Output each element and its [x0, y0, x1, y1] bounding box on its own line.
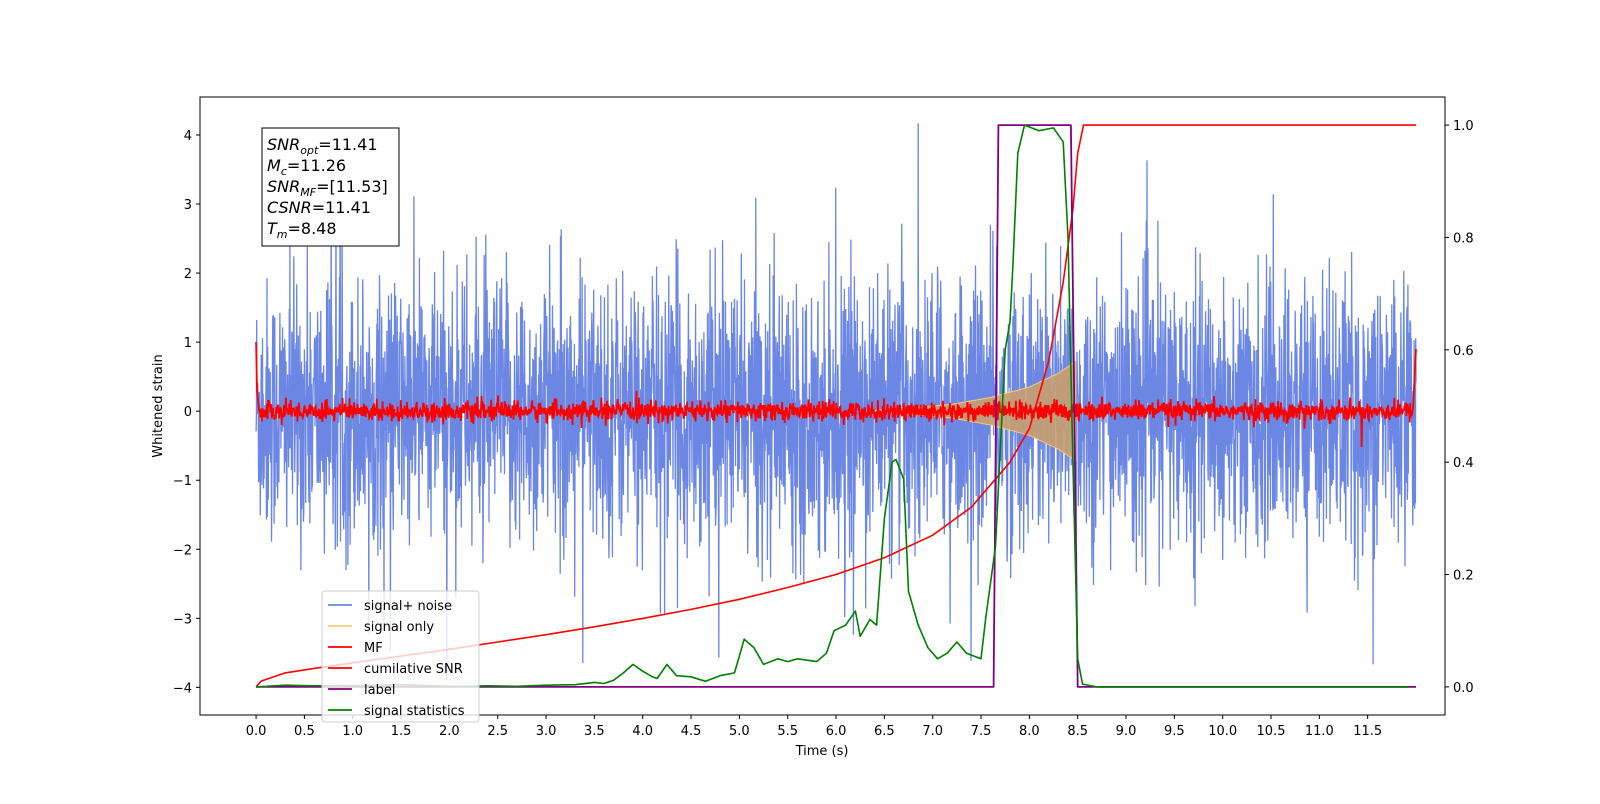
x-tick-label: 7.0 — [922, 724, 943, 739]
x-tick-label: 10.0 — [1208, 724, 1237, 739]
y-left-tick-label: −3 — [173, 612, 192, 627]
series-mf-line — [255, 342, 1417, 448]
y-left-tick-label: −2 — [173, 543, 192, 558]
annotation-frame — [261, 127, 400, 247]
legend-label: signal+ noise — [364, 599, 452, 614]
y-left-tick-label: 2 — [184, 267, 192, 282]
annotation-line: CSNR=11.41 — [267, 198, 371, 217]
x-tick-label: 3.5 — [584, 724, 605, 739]
y-right-tick-label: 0.8 — [1453, 231, 1474, 246]
x-tick-label: 9.0 — [1116, 724, 1137, 739]
x-tick-label: 0.0 — [246, 724, 267, 739]
x-tick-label: 1.0 — [342, 724, 363, 739]
x-tick-label: 0.5 — [294, 724, 315, 739]
x-tick-label: 6.0 — [826, 724, 847, 739]
legend-label: signal statistics — [364, 704, 465, 719]
x-tick-label: 6.5 — [874, 724, 895, 739]
y-axis-label: Whitened strain — [151, 354, 166, 457]
x-tick-label: 8.0 — [1019, 724, 1040, 739]
y-right-axis-ticks: 0.0 0.2 0.4 0.6 0.8 1.0 — [1445, 119, 1474, 696]
y-left-tick-label: 3 — [184, 198, 192, 213]
x-tick-label: 9.5 — [1164, 724, 1185, 739]
annotation-line: SNRopt=11.41 — [267, 135, 378, 157]
x-tick-label: 5.0 — [729, 724, 750, 739]
y-right-tick-label: 1.0 — [1453, 119, 1474, 134]
x-tick-label: 1.5 — [391, 724, 412, 739]
legend-label: MF — [364, 641, 383, 656]
plot-frame — [199, 96, 1446, 716]
x-tick-label: 4.5 — [681, 724, 702, 739]
y-left-tick-label: 1 — [184, 336, 192, 351]
legend: signal+ noise signal only MF cumilative SNR… — [321, 590, 480, 723]
legend-frame — [321, 590, 480, 723]
y-left-tick-label: −4 — [173, 681, 192, 696]
x-tick-label: 7.5 — [971, 724, 992, 739]
x-axis-label: Time (s) — [795, 744, 849, 759]
y-left-axis-ticks: −4 −3 −2 −1 0 1 2 3 4 — [173, 129, 200, 696]
legend-label: signal only — [364, 620, 434, 635]
series-signal-statistics-line — [256, 124, 1409, 688]
x-tick-label: 11.0 — [1305, 724, 1334, 739]
y-right-tick-label: 0.2 — [1453, 569, 1474, 584]
stats-annotation-box: SNRopt=11.41Mc=11.26SNRMF=[11.53]CSNR=11… — [261, 127, 400, 247]
x-tick-label: 4.0 — [632, 724, 653, 739]
x-tick-label: 5.5 — [777, 724, 798, 739]
x-tick-label: 11.5 — [1353, 724, 1382, 739]
y-left-tick-label: 4 — [184, 129, 192, 144]
x-tick-label: 3.0 — [536, 724, 557, 739]
y-left-tick-label: 0 — [184, 405, 192, 420]
annotation-line: Tm=8.48 — [267, 219, 337, 241]
y-right-tick-label: 0.6 — [1453, 344, 1474, 359]
x-tick-label: 2.5 — [487, 724, 508, 739]
x-axis-ticks: 0.0 0.5 1.0 1.5 2.0 2.5 3.0 3.5 4.0 4.5 5.0 5.5 6.0 6… — [246, 715, 1382, 739]
y-left-tick-label: −1 — [173, 474, 192, 489]
annotation-line: Mc=11.26 — [267, 156, 346, 178]
y-right-tick-label: 0.0 — [1453, 681, 1474, 696]
annotation-line: SNRMF=[11.53] — [267, 177, 388, 199]
legend-label: cumilative SNR — [364, 662, 463, 677]
legend-label: label — [364, 683, 395, 698]
x-tick-label: 10.5 — [1257, 724, 1286, 739]
x-tick-label: 2.0 — [439, 724, 460, 739]
x-tick-label: 8.5 — [1067, 724, 1088, 739]
plot-area — [255, 123, 1417, 688]
y-right-tick-label: 0.4 — [1453, 456, 1474, 471]
